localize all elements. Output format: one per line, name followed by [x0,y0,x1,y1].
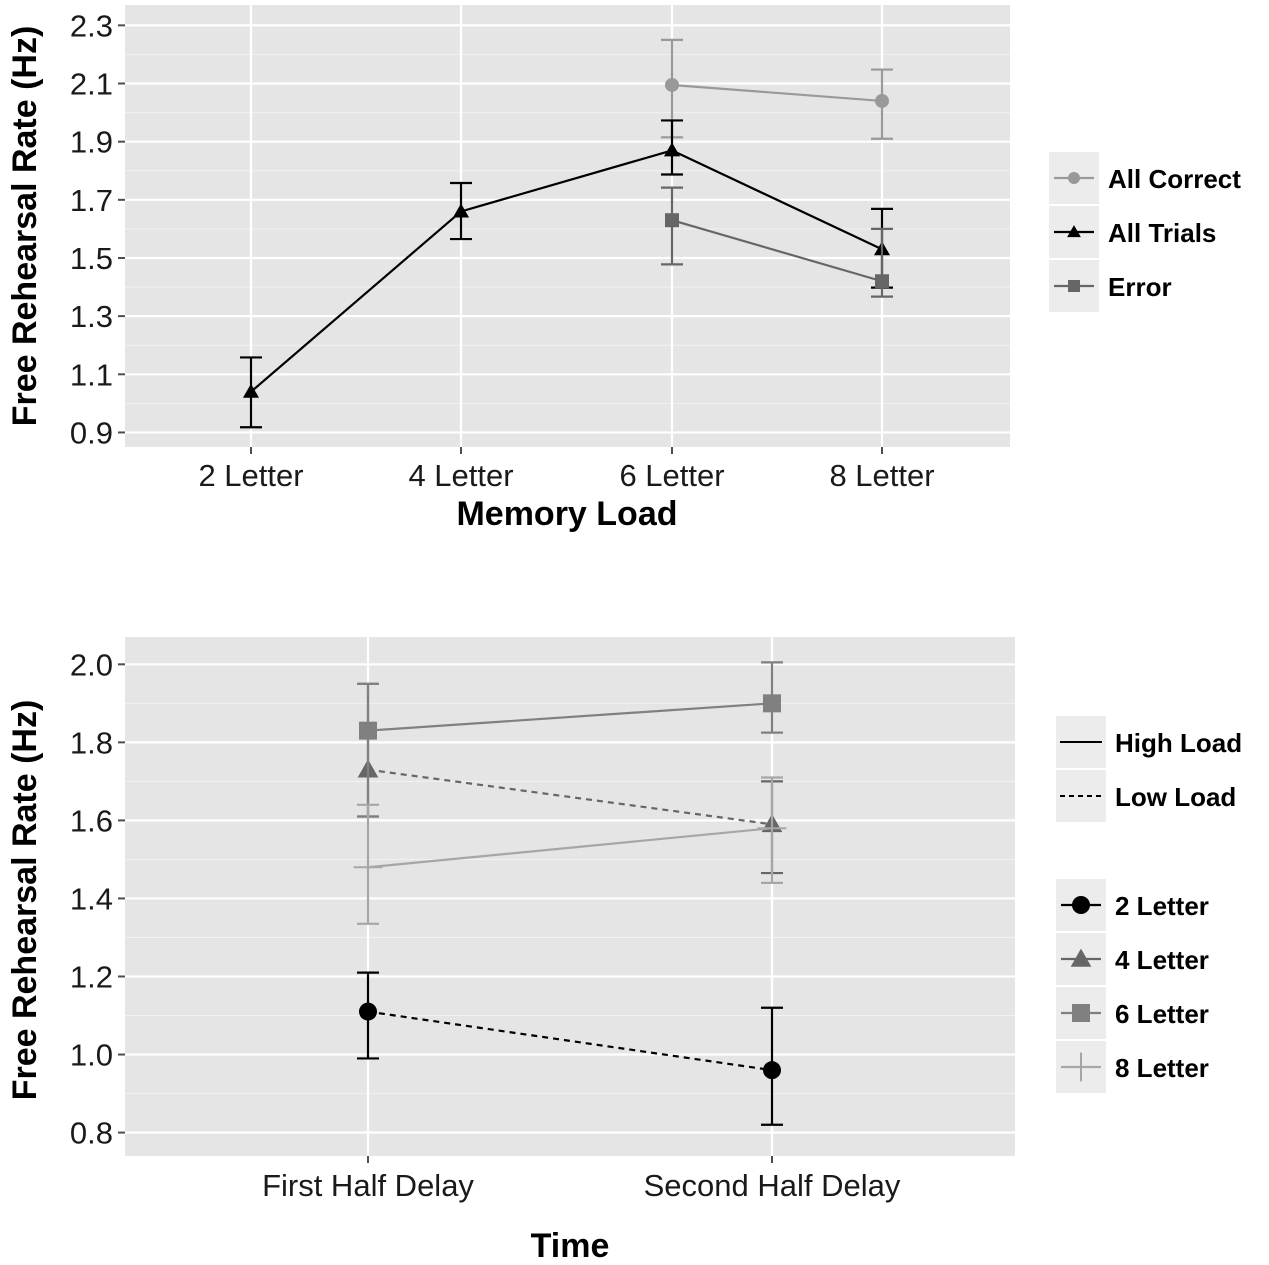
top-y-tick-label: 0.9 [70,415,113,450]
bot-legend-key-marker-6-letter [1072,1004,1090,1022]
bottom-y-axis-title: Free Rehearsal Rate (Hz) [6,700,44,1101]
bot-legend-key-marker-8-letter [1066,1052,1096,1082]
legend-label-2-letter: 2 Letter [1115,891,1209,921]
bottom-legend-series: 2 Letter 4 Letter 6 Letter 8 Letter [1056,879,1209,1093]
bottom-x-ticks: First Half Delay Second Half Delay [262,1156,901,1203]
top-line-error [671,219,883,283]
top-legend-keys [1054,172,1094,292]
bot-x-tick-label-first-half-delay: First Half Delay [262,1168,474,1203]
bottom-series-layer [353,661,787,1126]
top-plot-panel [125,5,1010,447]
legend-label-4-letter: 4 Letter [1115,945,1209,975]
top-y-tick-label: 2.3 [70,8,113,43]
bot-point-8-letter-second-half-delay [757,813,787,843]
bot-y-tick-label: 0.8 [70,1116,113,1151]
bot-point-2-letter-second-half-delay [763,1061,781,1080]
legend-label-low-load: Low Load [1115,782,1236,812]
legend-label-error: Error [1108,272,1172,302]
bot-point-8-letter-first-half-delay [353,852,383,882]
top-y-tick-label: 1.5 [70,241,113,276]
bot-point-6-letter-first-half-delay [359,721,377,740]
top-y-tick-label: 1.3 [70,299,113,334]
bot-legend-key-marker-2-letter [1072,896,1090,914]
top-line-all-trials [250,149,883,393]
top-point-all-trials-6-letter [663,142,681,157]
bot-x-tick-label-second-half-delay: Second Half Delay [644,1168,901,1203]
bot-y-tick-label: 1.2 [70,959,113,994]
bot-series-8-letter [353,776,787,925]
top-point-all-trials-2-letter [242,383,260,398]
bot-point-2-letter-first-half-delay [359,1002,377,1021]
top-point-all-trials-4-letter [452,203,470,218]
top-point-error-8-letter [875,274,889,289]
top-line-all-correct [671,83,883,103]
bot-y-tick-label: 2.0 [70,647,113,682]
top-y-tick-label: 1.7 [70,183,113,218]
bottom-chart: 0.8 1.0 1.2 1.4 1.6 1.8 2.0 First Half Delay Se… [6,637,1242,1265]
bot-series-6-letter [357,661,783,818]
top-point-all-correct-8-letter [875,93,889,108]
top-legend: All Correct All Trials Error [1049,152,1241,312]
top-legend-key-marker-error [1068,280,1080,292]
top-x-axis-title: Memory Load [456,495,677,533]
top-chart: 0.9 1.1 1.3 1.5 1.7 1.9 2.1 2.3 2 Letter 4 Lette… [6,5,1241,533]
top-legend-key-marker-all-correct [1068,172,1080,184]
bottom-x-axis-title: Time [531,1227,610,1265]
bot-y-tick-label: 1.4 [70,881,113,916]
legend-label-all-correct: All Correct [1108,164,1241,194]
top-y-tick-label: 2.1 [70,67,113,102]
top-y-axis-title: Free Rehearsal Rate (Hz) [6,26,44,427]
top-x-ticks: 2 Letter 4 Letter 6 Letter 8 Letter [198,447,935,493]
bottom-legend-linetype: High Load Low Load [1056,716,1242,822]
bottom-plot-panel [125,637,1015,1156]
bot-y-tick-label: 1.0 [70,1038,113,1073]
top-x-tick-label-8-letter: 8 Letter [829,458,934,493]
top-x-tick-label-6-letter: 6 Letter [619,458,724,493]
top-legend-key-marker-all-trials [1067,225,1081,238]
bot-line-2-letter [367,1010,773,1072]
top-y-tick-label: 1.9 [70,125,113,160]
top-x-tick-label-4-letter: 4 Letter [408,458,513,493]
top-point-all-correct-6-letter [665,77,679,92]
top-y-tick-label: 1.1 [70,357,113,392]
top-series-layer [240,38,893,429]
bot-series-2-letter [357,971,783,1126]
bot-y-tick-label: 1.8 [70,725,113,760]
legend-label-6-letter: 6 Letter [1115,999,1209,1029]
bot-y-tick-label: 1.6 [70,803,113,838]
bot-legend-key-marker-4-letter [1070,948,1092,967]
bot-point-6-letter-second-half-delay [763,694,781,713]
bottom-y-ticks: 0.8 1.0 1.2 1.4 1.6 1.8 2.0 [70,647,125,1151]
bottom-legend-keys [1061,896,1101,1082]
bot-line-4-letter [367,768,773,826]
bot-line-6-letter [367,702,773,732]
top-y-ticks: 0.9 1.1 1.3 1.5 1.7 1.9 2.1 2.3 [70,8,125,450]
legend-label-8-letter: 8 Letter [1115,1053,1209,1083]
top-series-error [661,186,893,298]
top-x-tick-label-2-letter: 2 Letter [198,458,303,493]
bot-line-8-letter [367,827,773,869]
top-point-error-6-letter [665,213,679,228]
legend-label-high-load: High Load [1115,728,1242,758]
legend-label-all-trials: All Trials [1108,218,1216,248]
